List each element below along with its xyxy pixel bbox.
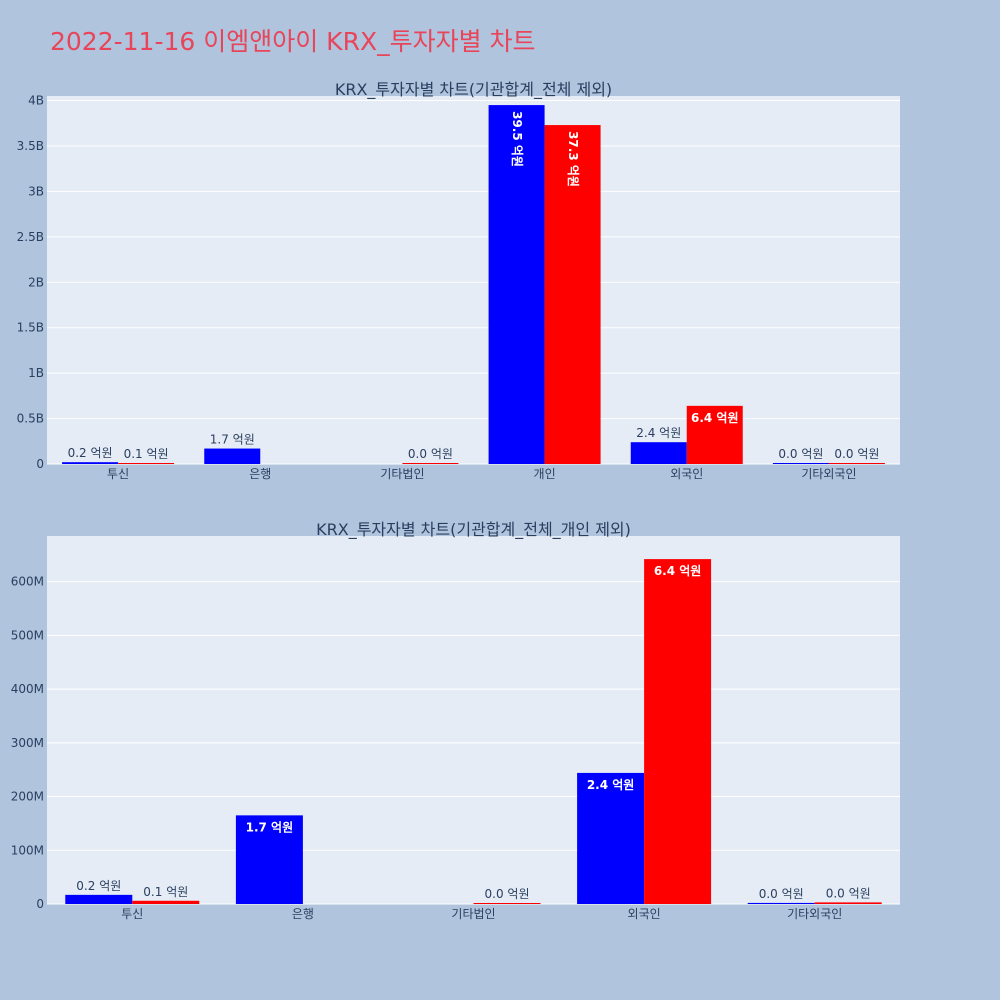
bar bbox=[772, 463, 829, 464]
data-label: 0.0 억원 bbox=[485, 887, 530, 901]
y-tick-label: 0.5B bbox=[17, 412, 44, 426]
bar bbox=[402, 463, 459, 464]
data-label: 0.1 억원 bbox=[124, 447, 169, 461]
y-tick-label: 1B bbox=[28, 366, 44, 380]
x-tick-label: 기타외국인 bbox=[787, 907, 842, 921]
y-tick-label: 3.5B bbox=[17, 139, 44, 153]
bar bbox=[473, 903, 541, 904]
data-label: 0.0 억원 bbox=[826, 886, 871, 900]
data-label: 6.4 억원 bbox=[654, 564, 702, 578]
subplot-title: KRX_투자자별 차트(기관합계_전체 제외) bbox=[335, 80, 612, 100]
data-label: 2.4 억원 bbox=[587, 778, 635, 792]
y-tick-label: 1.5B bbox=[17, 321, 44, 335]
data-label: 6.4 억원 bbox=[691, 411, 739, 425]
y-tick-label: 300M bbox=[11, 736, 44, 750]
page-title: 2022-11-16 이엠앤아이 KRX_투자자별 차트 bbox=[50, 27, 536, 56]
bar bbox=[828, 463, 885, 464]
y-tick-label: 2.5B bbox=[17, 230, 44, 244]
data-label: 39.5 억원 bbox=[510, 111, 524, 167]
bar bbox=[544, 125, 601, 465]
bar bbox=[686, 405, 743, 464]
y-tick-label: 500M bbox=[11, 628, 44, 642]
data-label: 0.0 억원 bbox=[834, 447, 879, 461]
bar bbox=[630, 442, 687, 464]
y-tick-label: 2B bbox=[28, 275, 44, 289]
y-tick-label: 3B bbox=[28, 184, 44, 198]
x-tick-label: 투신 bbox=[107, 467, 129, 481]
plot-area-0 bbox=[47, 96, 900, 464]
bar bbox=[577, 772, 645, 904]
bar bbox=[644, 559, 712, 904]
bar bbox=[488, 105, 545, 464]
y-tick-label: 0 bbox=[36, 457, 44, 471]
x-tick-label: 기타법인 bbox=[451, 907, 495, 921]
y-tick-label: 0 bbox=[36, 897, 44, 911]
bar bbox=[204, 448, 261, 464]
bar bbox=[747, 902, 815, 904]
bar bbox=[62, 462, 119, 464]
bar bbox=[235, 815, 303, 904]
data-label: 0.2 억원 bbox=[68, 446, 113, 460]
plot-area-1 bbox=[47, 536, 900, 904]
y-tick-label: 200M bbox=[11, 790, 44, 804]
y-tick-label: 400M bbox=[11, 682, 44, 696]
x-tick-label: 투신 bbox=[121, 907, 143, 921]
bar bbox=[132, 900, 200, 904]
x-tick-label: 개인 bbox=[534, 467, 556, 481]
data-label: 0.0 억원 bbox=[778, 447, 823, 461]
data-label: 0.2 억원 bbox=[76, 879, 121, 893]
y-tick-label: 4B bbox=[28, 94, 44, 108]
x-tick-label: 기타법인 bbox=[380, 467, 424, 481]
y-tick-label: 100M bbox=[11, 843, 44, 857]
bar bbox=[118, 463, 175, 464]
data-label: 0.1 억원 bbox=[143, 885, 188, 899]
x-tick-label: 기타외국인 bbox=[801, 467, 856, 481]
data-label: 0.0 억원 bbox=[408, 447, 453, 461]
bar bbox=[814, 902, 882, 904]
y-tick-label: 600M bbox=[11, 575, 44, 589]
x-tick-label: 외국인 bbox=[670, 467, 703, 481]
x-tick-label: 은행 bbox=[292, 906, 314, 921]
data-label: 0.0 억원 bbox=[759, 887, 804, 901]
x-tick-label: 외국인 bbox=[628, 907, 661, 921]
subplot-title: KRX_투자자별 차트(기관합계_전체_개인 제외) bbox=[316, 520, 631, 540]
bar bbox=[65, 894, 133, 904]
data-label: 37.3 억원 bbox=[566, 131, 580, 187]
data-label: 2.4 억원 bbox=[636, 426, 681, 440]
x-tick-label: 은행 bbox=[249, 466, 271, 481]
data-label: 1.7 억원 bbox=[210, 433, 255, 447]
data-label: 1.7 억원 bbox=[246, 820, 294, 834]
